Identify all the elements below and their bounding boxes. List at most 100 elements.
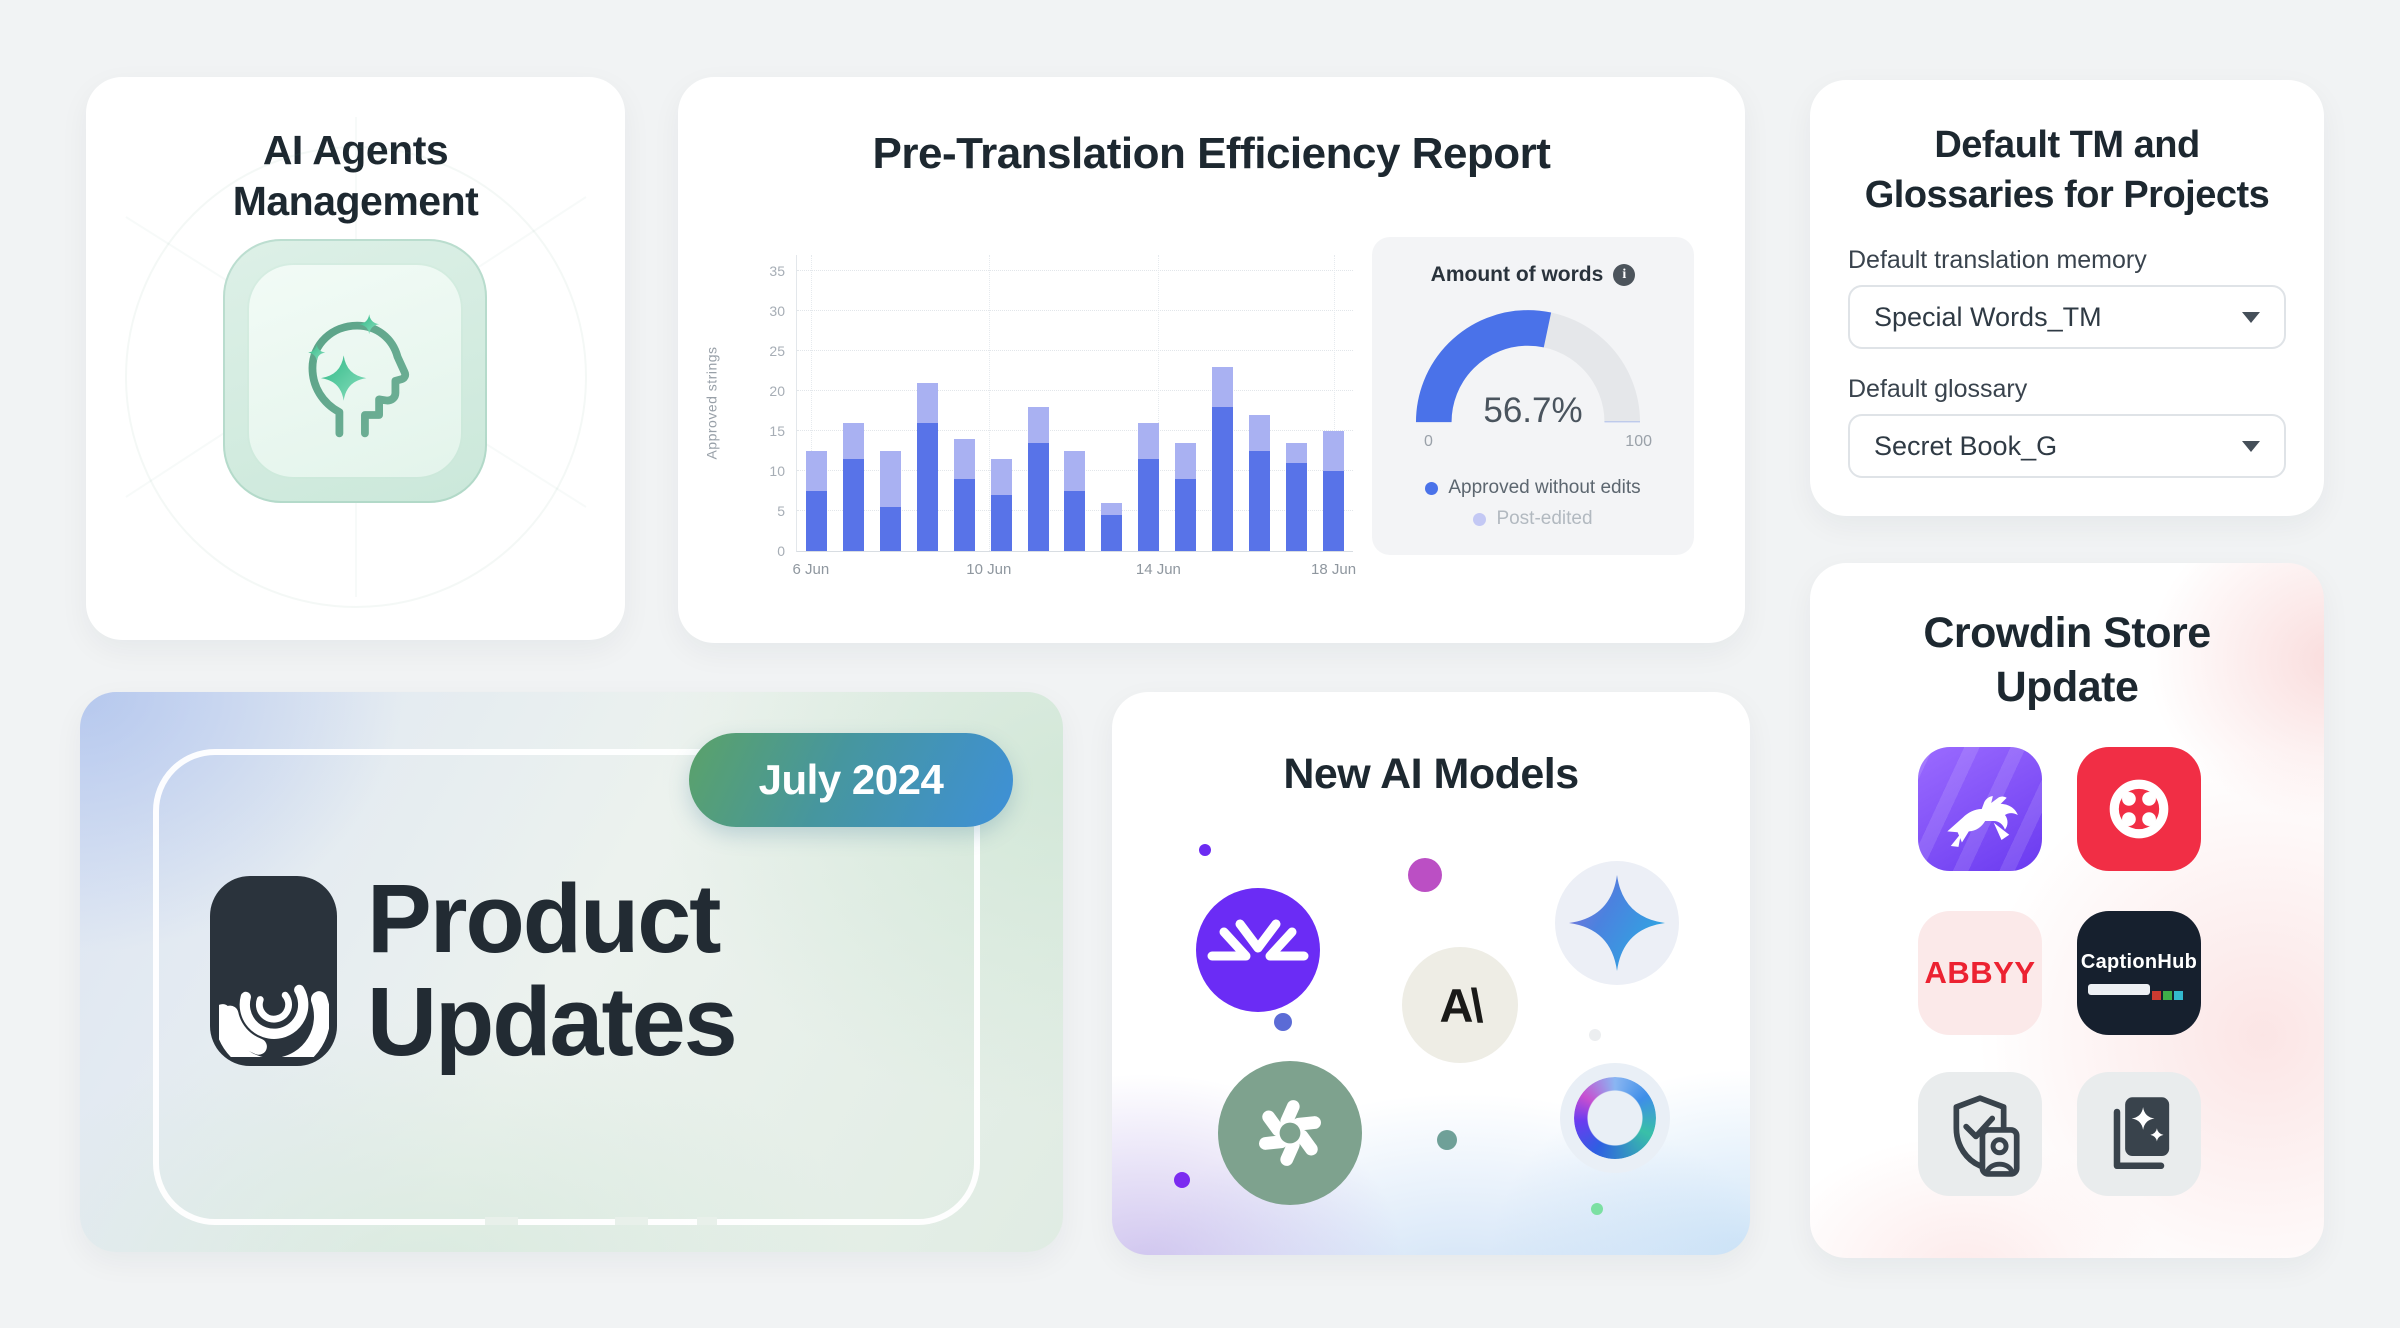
gridline	[810, 255, 812, 551]
bar-segment-post-edited	[1285, 443, 1307, 463]
outline-dash-gap	[615, 1217, 648, 1225]
accent-dot	[1199, 844, 1211, 856]
bar-segment-approved	[1027, 443, 1049, 551]
rabbit-app-icon	[1918, 747, 2042, 871]
bar-segment-post-edited	[990, 459, 1012, 495]
x-tick-label: 18 Jun	[1311, 561, 1357, 578]
chevron-down-icon	[2242, 440, 2260, 452]
ai-head-sparkles-icon	[308, 314, 410, 438]
gemini-star-logo	[1555, 861, 1679, 985]
tm-glossary-card: Default TM and Glossaries for Projects D…	[1810, 80, 2324, 516]
july-2024-badge: July 2024	[689, 733, 1013, 827]
bar-segment-approved	[1064, 491, 1086, 551]
ai-agents-title: AI Agents Management	[232, 127, 479, 225]
gridline	[797, 350, 1353, 351]
accent-dot	[1174, 1172, 1190, 1188]
report-title: Pre-Translation Efficiency Report	[872, 129, 1551, 178]
bar	[1322, 431, 1344, 551]
crowdin-logo	[210, 876, 337, 1066]
gradient-ring-logo	[1560, 1063, 1670, 1173]
gridline	[797, 390, 1353, 391]
x-tick-label: 6 Jun	[792, 561, 830, 578]
gauge-min-label: 0	[1424, 433, 1433, 450]
glossary-select[interactable]: Secret Book_G	[1848, 414, 2286, 479]
gauge-panel: Amount of words i 56.7% 0 100 Approved w…	[1372, 237, 1694, 555]
legend-item-post-edited: Post-edited	[1473, 508, 1593, 530]
captionhub-progress-bar	[2087, 984, 2150, 995]
tm-field-label: Default translation memory	[1848, 246, 2147, 275]
bar-segment-approved	[1249, 451, 1271, 551]
openai-logo	[1218, 1061, 1362, 1205]
x-tick-label: 14 Jun	[1135, 561, 1181, 578]
bar-segment-post-edited	[953, 439, 975, 479]
outline-dash-gap	[696, 1217, 718, 1225]
captionhub-app-icon: CaptionHub	[2077, 911, 2201, 1035]
y-tick-label: 30	[769, 303, 785, 319]
y-tick-label: 20	[769, 383, 785, 399]
bar-plot: 0 5 10 15 20 25 30 35 6 Jun 10 Jun 14 Jun 18 Jun	[769, 255, 1356, 578]
anthropic-logo: A\	[1402, 947, 1518, 1063]
accent-dot	[1591, 1203, 1603, 1215]
gauge-max-label: 100	[1625, 433, 1652, 450]
bar	[1101, 503, 1123, 551]
converging-arrows-logo	[1196, 888, 1320, 1012]
bar-segment-post-edited	[1101, 503, 1123, 515]
ai-agents-card: AI Agents Management	[86, 77, 625, 640]
bar-segment-approved	[879, 507, 901, 551]
gridline	[797, 270, 1353, 271]
y-tick-label: 15	[769, 423, 785, 439]
bar-segment-post-edited	[806, 451, 827, 491]
photo-shield-app-icon	[1918, 1072, 2042, 1196]
gridline	[1158, 255, 1160, 551]
hero-outline	[153, 749, 980, 1225]
y-tick-label: 5	[777, 503, 785, 519]
bar-segment-approved	[1101, 515, 1123, 551]
bar-segment-approved	[1322, 471, 1344, 551]
bar-segment-post-edited	[1322, 431, 1344, 471]
bar-segment-approved	[806, 491, 827, 551]
bar	[1249, 415, 1271, 551]
bar	[879, 451, 901, 551]
twilio-app-icon	[2077, 747, 2201, 871]
legend-item-approved: Approved without edits	[1425, 477, 1641, 499]
bar	[1175, 443, 1197, 551]
bar-segment-post-edited	[1138, 423, 1160, 459]
gridline	[797, 310, 1353, 311]
bar-segment-approved	[1285, 463, 1307, 551]
y-tick-label: 0	[777, 543, 785, 559]
glossary-field-label: Default glossary	[1848, 375, 2028, 404]
legend-dot-post-edited	[1473, 512, 1487, 526]
bar-segment-approved	[1175, 479, 1197, 551]
bar-segment-approved	[842, 459, 864, 551]
tm-select[interactable]: Special Words_TM	[1848, 285, 2286, 350]
bar-segment-approved	[1138, 459, 1160, 551]
glossary-select-value: Secret Book_G	[1874, 430, 2058, 461]
info-icon[interactable]: i	[1613, 264, 1636, 286]
bar	[1285, 443, 1307, 551]
bar	[806, 451, 827, 551]
ai-document-app-icon	[2077, 1072, 2201, 1196]
gauge-value: 56.7%	[1483, 391, 1583, 430]
bar-segment-post-edited	[1249, 415, 1271, 451]
outline-dash-gap	[485, 1217, 518, 1225]
report-card: Pre-Translation Efficiency Report Approv…	[678, 77, 1745, 643]
bar-segment-approved	[916, 423, 938, 551]
bar-segment-post-edited	[1064, 451, 1086, 491]
product-updates-card: July 2024 Product Updates	[80, 692, 1063, 1252]
y-tick-label: 35	[769, 263, 785, 279]
captionhub-rgb-squares	[2151, 991, 2183, 1000]
bar	[1138, 423, 1160, 551]
gridline	[797, 430, 1353, 431]
bar-segment-approved	[953, 479, 975, 551]
bar-segment-approved	[1212, 407, 1234, 551]
legend-dot-approved	[1425, 481, 1439, 495]
product-updates-title: Product Updates	[367, 864, 738, 1076]
store-card: Crowdin Store Update ABBYY CaptionHub	[1810, 563, 2324, 1258]
accent-dot	[1274, 1013, 1292, 1031]
accent-dot	[1408, 858, 1442, 892]
bars	[797, 255, 1353, 551]
abbyy-app-icon: ABBYY	[1918, 911, 2042, 1035]
bar-segment-post-edited	[842, 423, 864, 459]
accent-dot	[1437, 1130, 1457, 1150]
